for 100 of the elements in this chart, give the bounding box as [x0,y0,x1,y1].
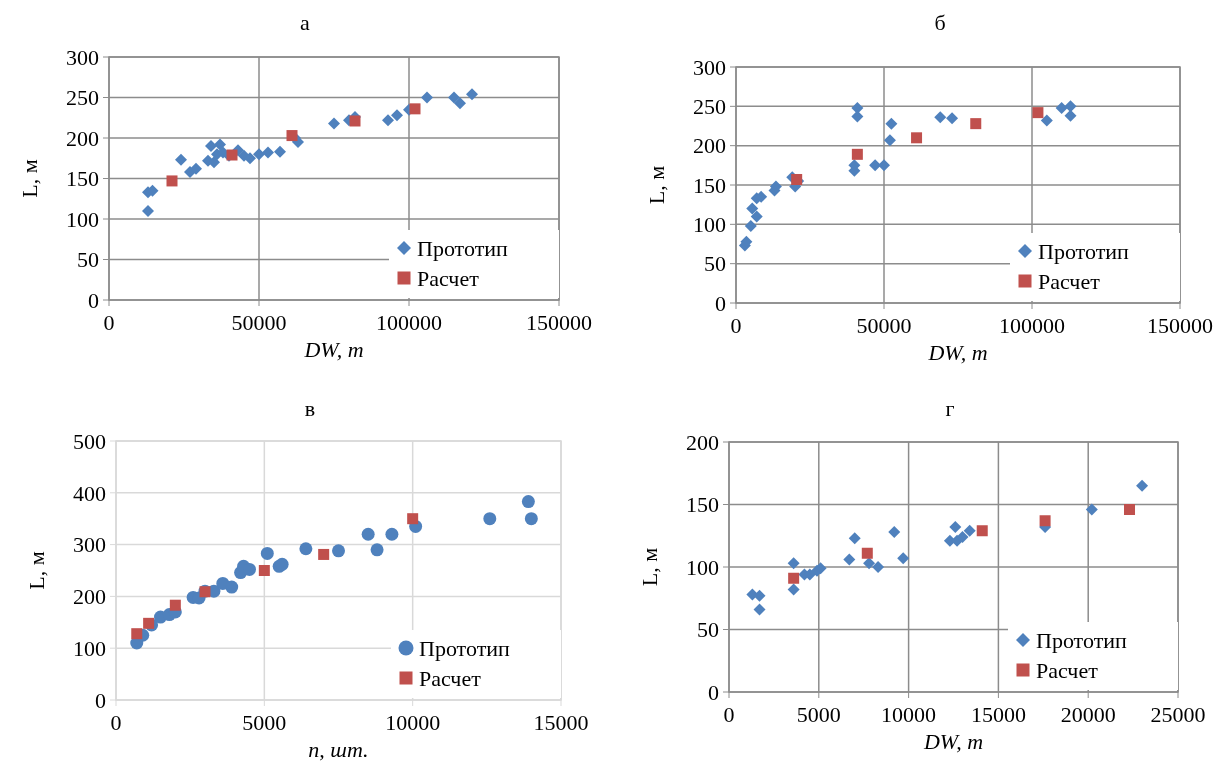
point [131,628,143,640]
point [851,101,864,114]
y-tick-label: 200 [66,125,99,151]
y-tick-label: 250 [693,94,726,120]
chart-title: б [934,10,946,35]
point [787,583,800,596]
point [885,117,898,130]
point [744,219,757,232]
point [391,109,403,122]
x-tick-label: 15000 [970,702,1026,727]
point [466,88,478,101]
point [190,162,202,175]
y-tick-label: 150 [686,492,719,518]
point [848,532,861,545]
y-tick-label: 0 [715,290,726,316]
y-tick-label: 50 [697,617,719,643]
point [253,148,265,161]
chart-title: в [304,396,316,421]
x-tick-label: 5000 [796,702,841,727]
legend-label: Расчет [419,665,482,691]
point [750,210,763,223]
point [448,91,460,104]
point [851,148,863,160]
x-tick-label: 150000 [526,310,592,335]
point [863,557,876,570]
legend-label: Прототип [1038,238,1130,264]
x-tick-label: 10000 [881,702,937,727]
x-tick-label: 150000 [1147,313,1213,338]
point [274,145,286,158]
point [872,561,885,573]
point [970,118,982,130]
legend-label: Прототип [1036,627,1128,653]
point [787,557,800,570]
point [1040,114,1053,127]
point [169,599,181,611]
y-axis-title: L, м [637,547,662,587]
y-tick-label: 50 [704,251,726,277]
legend-label: Расчет [1038,268,1101,294]
x-tick-label: 20000 [1060,702,1116,727]
point [521,495,535,509]
legend-label: Прототип [417,235,509,261]
point [897,552,910,565]
x-tick-label: 15000 [533,710,589,735]
point [260,546,274,560]
y-tick-label: 100 [686,554,719,580]
point [934,111,947,124]
point [1039,515,1051,527]
x-axis-title: n, шт. [308,737,369,762]
point [262,146,274,159]
y-tick-label: 100 [693,212,726,238]
point [421,91,433,104]
chart-title: а [300,10,311,35]
point [788,572,800,584]
point [143,617,155,629]
point [370,543,384,557]
legend-label: Расчет [417,265,480,291]
point [956,531,969,543]
y-tick-label: 200 [73,584,106,610]
point [409,103,421,115]
point [883,134,896,147]
point [861,547,873,559]
point [175,153,187,166]
point [349,115,361,127]
y-tick-label: 250 [66,85,99,111]
point [746,202,759,215]
x-axis-title: DW, т [927,340,988,365]
point [1136,479,1149,492]
point [382,114,394,127]
point [963,524,976,537]
x-axis-title: DW, т [303,337,364,362]
y-tick-label: 300 [693,54,726,80]
x-tick-label: 0 [110,710,122,735]
point [1085,503,1098,516]
point [205,140,217,153]
y-tick-label: 150 [66,166,99,192]
point [524,512,538,526]
point [225,580,239,594]
point [949,521,962,533]
x-tick-label: 50000 [856,313,912,338]
point [878,159,890,172]
x-tick-label: 25000 [1150,702,1206,727]
y-tick-label: 200 [686,429,719,455]
y-axis-title: L, м [644,165,669,205]
y-axis-title: L, м [24,551,49,590]
point [385,527,399,541]
x-tick-label: 100000 [376,310,442,335]
x-tick-label: 50000 [231,310,287,335]
y-tick-label: 400 [73,480,106,506]
point [318,548,330,560]
point [1124,504,1136,515]
point [1032,107,1044,119]
point [888,526,901,538]
point [166,175,178,187]
y-tick-label: 50 [77,247,99,273]
point [753,603,766,616]
point [1055,101,1068,114]
point [843,553,856,566]
x-tick-label: 5000 [242,710,287,735]
y-tick-label: 150 [693,172,726,198]
y-tick-label: 200 [693,133,726,159]
